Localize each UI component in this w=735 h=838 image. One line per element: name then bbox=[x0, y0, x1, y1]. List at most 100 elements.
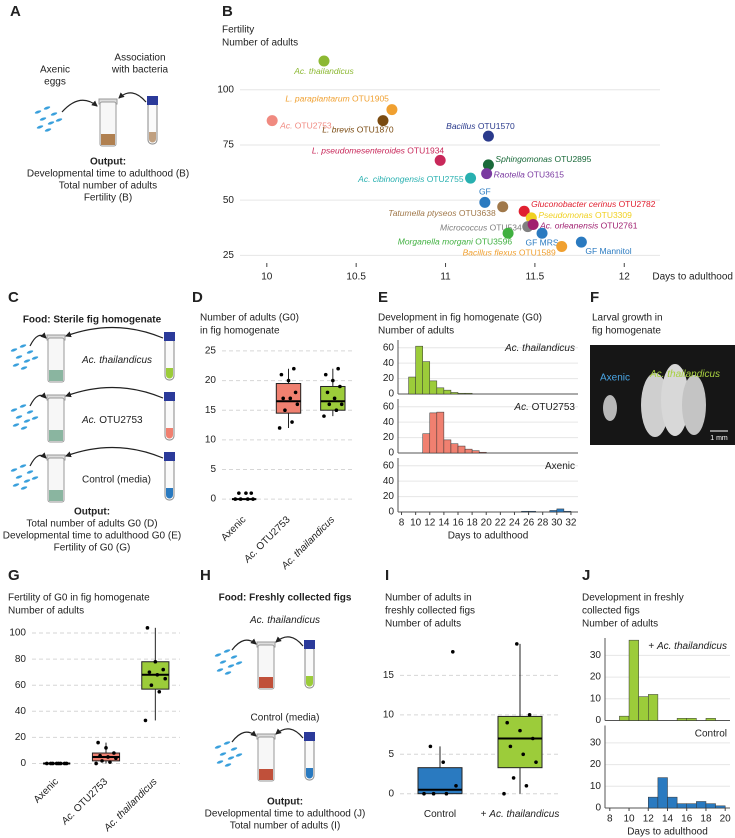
point bbox=[465, 172, 477, 184]
diagram-text: Association bbox=[114, 53, 165, 64]
point bbox=[444, 791, 449, 796]
image-label: Axenic bbox=[600, 373, 630, 384]
text-span: Ac. bbox=[513, 402, 528, 413]
text-span: OTU1934 bbox=[405, 146, 444, 156]
diagram-title: Food: Freshly collected figs bbox=[219, 593, 352, 604]
text-span: OTU3596 bbox=[473, 237, 512, 247]
bar bbox=[436, 411, 445, 454]
point-label: GF bbox=[479, 187, 491, 197]
point bbox=[283, 408, 287, 413]
panel-label: J bbox=[582, 567, 590, 584]
text-span: Ac. bbox=[279, 121, 292, 131]
point bbox=[145, 626, 150, 630]
text-span: Control bbox=[424, 809, 456, 820]
text-span: Raotella bbox=[494, 170, 525, 180]
point bbox=[149, 683, 154, 688]
point bbox=[339, 402, 344, 407]
chart-title: collected figs bbox=[582, 606, 640, 617]
x-axis-label: Days to adulthood bbox=[448, 531, 529, 542]
point bbox=[327, 402, 332, 407]
output-text: Developmental time to adulthood (B) bbox=[27, 169, 189, 180]
y-tick-label: 0 bbox=[210, 494, 216, 505]
point bbox=[114, 756, 118, 761]
y-tick-label: 0 bbox=[20, 758, 26, 769]
y-tick-label: 40 bbox=[383, 417, 395, 428]
vial-icon bbox=[256, 641, 276, 690]
x-tick-label: Axenic bbox=[32, 776, 61, 805]
output-text: Developmental time to adulthood G0 (E) bbox=[3, 531, 181, 542]
text-span: Ac. bbox=[81, 415, 96, 426]
point bbox=[277, 426, 282, 430]
x-axis-label: Days to adulthood bbox=[652, 272, 733, 283]
x-tick-label: 30 bbox=[551, 518, 563, 529]
y-tick-label: 10 bbox=[383, 709, 395, 720]
point bbox=[505, 720, 510, 725]
y-tick-label: 5 bbox=[210, 464, 216, 475]
arrow bbox=[231, 730, 257, 743]
x-tick-label: 11 bbox=[440, 272, 451, 283]
bar bbox=[556, 508, 565, 513]
point bbox=[331, 378, 335, 383]
point bbox=[481, 168, 493, 180]
y-tick-label: 0 bbox=[388, 507, 394, 518]
text-span: Bacillus flexus bbox=[463, 248, 518, 258]
x-tick-label: 10 bbox=[410, 518, 422, 529]
x-tick-label: 10.5 bbox=[346, 272, 366, 283]
y-tick-label: 25 bbox=[223, 250, 235, 261]
text-span: Ac. thailandicus bbox=[488, 809, 559, 820]
facet-label: + Ac. thailandicus bbox=[648, 641, 727, 652]
y-tick-label: 20 bbox=[590, 672, 602, 683]
larva bbox=[661, 364, 689, 436]
y-tick-label: 0 bbox=[388, 448, 394, 459]
diagram-title: Larval growth in bbox=[592, 313, 663, 324]
text-span: + bbox=[481, 809, 490, 820]
bar bbox=[563, 510, 572, 513]
diagram-text: Axenic bbox=[40, 65, 70, 76]
point-label: Ac. OTU2753 bbox=[279, 121, 332, 131]
point bbox=[293, 390, 298, 395]
point bbox=[334, 408, 339, 413]
point bbox=[281, 396, 285, 401]
chart-title: Number of adults bbox=[582, 619, 658, 630]
bar bbox=[436, 387, 445, 395]
panel-label: F bbox=[590, 289, 599, 306]
point bbox=[108, 760, 112, 764]
tube-icon bbox=[303, 731, 316, 781]
point bbox=[238, 497, 243, 501]
point bbox=[508, 744, 513, 749]
x-tick-label: 8 bbox=[607, 814, 613, 825]
x-tick-label: 14 bbox=[662, 814, 674, 825]
bar bbox=[715, 805, 726, 809]
point-label: L. paraplantarum OTU1905 bbox=[285, 94, 389, 104]
point bbox=[279, 372, 284, 377]
output-heading: Output: bbox=[90, 157, 126, 168]
x-tick-label: 16 bbox=[681, 814, 693, 825]
point bbox=[338, 384, 342, 389]
point bbox=[54, 761, 59, 766]
y-tick-label: 40 bbox=[383, 476, 395, 487]
text-span: OTU2753 bbox=[292, 121, 331, 131]
text-span: Gluconobacter cerinus bbox=[531, 199, 617, 209]
chart-title: Fertility bbox=[222, 25, 254, 36]
diagram-text: with bacteria bbox=[111, 65, 169, 76]
y-tick-label: 25 bbox=[205, 346, 217, 357]
y-tick-label: 20 bbox=[205, 375, 217, 386]
bar bbox=[464, 392, 473, 395]
panel-label: C bbox=[8, 289, 19, 306]
arrow bbox=[275, 728, 304, 739]
point-label: Raotella OTU3615 bbox=[494, 170, 565, 180]
arrow bbox=[231, 638, 257, 651]
tube-icon bbox=[163, 451, 176, 501]
y-tick-label: 40 bbox=[15, 706, 27, 717]
output-heading: Output: bbox=[267, 797, 303, 808]
text-span: OTU2895 bbox=[552, 154, 591, 164]
bar bbox=[422, 433, 431, 454]
point bbox=[531, 736, 535, 741]
point bbox=[286, 378, 291, 383]
y-tick-label: 60 bbox=[383, 401, 395, 412]
x-tick-label: Ac. thailandicus bbox=[101, 776, 159, 834]
point bbox=[98, 753, 102, 758]
text-span: Control bbox=[695, 728, 727, 739]
point bbox=[295, 402, 300, 407]
text-span: OTU3638 bbox=[457, 208, 496, 218]
